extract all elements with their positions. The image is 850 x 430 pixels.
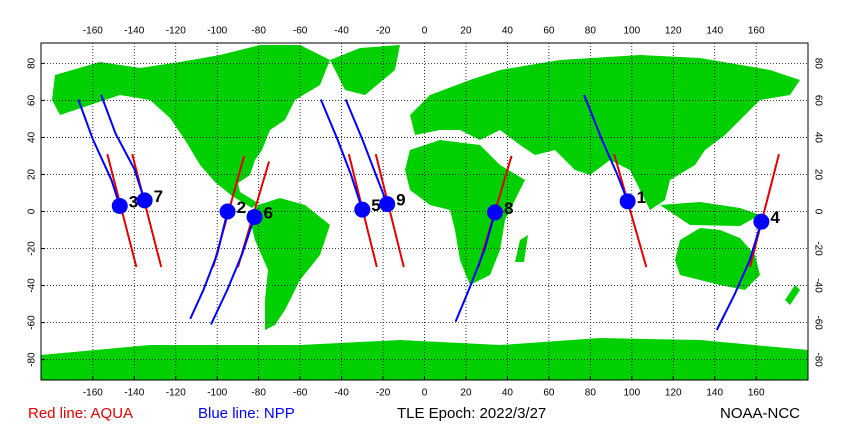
satellite-track [715,221,763,331]
greenland [330,45,400,95]
position-label: 8 [504,199,513,218]
position-label: 3 [129,192,138,211]
x-tick-label: -120 [166,388,186,399]
satellite-position [619,193,636,210]
y-tick-label-right: -40 [812,278,823,293]
x-tick-label: 20 [460,388,472,399]
indonesia [660,202,760,226]
satellite-track [454,212,496,323]
position-label: 2 [237,198,246,217]
y-tick-label: 40 [27,131,38,143]
y-tick-label: -20 [27,241,38,256]
y-tick-label: 80 [27,57,38,69]
position-label: 9 [396,191,405,210]
x-tick-label-top: 100 [623,26,640,37]
x-tick-label-top: 20 [460,26,472,37]
y-tick-label-right: 40 [812,132,823,144]
position-label: 1 [637,188,646,207]
x-tick-label-top: 80 [585,26,597,37]
y-tick-label-right: 0 [812,209,823,215]
x-tick-label: 100 [623,388,640,399]
satellite-position [753,213,770,230]
x-tick-label: -40 [334,388,349,399]
x-tick-label-top: 40 [502,26,514,37]
x-tick-label: 140 [706,388,723,399]
y-tick-label: 0 [27,208,38,214]
y-tick-label: -60 [27,315,38,330]
australia [675,228,760,290]
position-label: 7 [154,187,163,206]
legend-aqua: Red line: AQUA [28,405,133,422]
satellite-track [100,94,146,201]
x-tick-label: -80 [251,388,266,399]
position-label: 5 [371,196,380,215]
satellite-track [210,216,256,325]
x-tick-label: 40 [502,388,514,399]
source: NOAA-NCC [720,405,800,422]
x-tick-label: -20 [376,388,391,399]
north-america [52,45,330,208]
x-tick-label: 120 [665,388,682,399]
satellite-track [131,153,163,268]
epoch: TLE Epoch: 2022/3/27 [397,405,546,422]
eurasia [410,55,800,210]
satellite-position [111,197,128,214]
tracks: 1 2 3 4 5 6 7 8 9 [77,94,780,331]
satellite-position [246,209,263,226]
x-tick-label: -140 [124,388,144,399]
y-tick-label: 60 [27,94,38,106]
satellite-track [748,153,780,268]
y-tick-label: -40 [27,278,38,293]
x-tick-label: 60 [543,388,555,399]
x-tick-label-top: -120 [166,26,186,37]
position-label: 6 [264,204,273,223]
satellite-track [77,99,121,207]
x-tick-label: -60 [293,388,308,399]
satellite-track [583,94,629,202]
x-tick-label: 0 [422,388,428,399]
x-tick-label-top: -140 [124,26,144,37]
x-tick-label: 160 [748,388,765,399]
satellite-position [136,192,153,209]
satellite-track [319,99,364,210]
x-tick-label-top: 60 [543,26,555,37]
satellite-position [486,204,503,221]
x-tick-label-top: -80 [251,26,266,37]
y-tick-label-right: -20 [812,241,823,256]
satellite-track [613,153,648,268]
south-america [250,198,330,330]
x-tick-label-top: 160 [748,26,765,37]
satellite-track [344,99,389,205]
y-tick-label-right: 80 [812,58,823,70]
x-tick-label: -160 [83,388,103,399]
satellite-position [354,201,371,218]
new-zealand [785,285,800,305]
x-tick-label-top: -160 [83,26,103,37]
x-tick-label-top: 0 [422,26,428,37]
y-tick-label-right: -60 [812,315,823,330]
legend-npp: Blue line: NPP [198,405,295,422]
x-tick-label-top: -60 [293,26,308,37]
x-tick-label-top: 140 [706,26,723,37]
x-tick-label-top: -40 [334,26,349,37]
y-tick-label-right: 20 [812,169,823,181]
x-tick-label-top: -100 [207,26,227,37]
plot-frame [40,42,809,381]
y-tick-label: -80 [27,352,38,367]
x-tick-label-top: 120 [665,26,682,37]
position-label: 4 [770,208,780,227]
satellite-position [219,203,236,220]
y-tick-label-right: 60 [812,95,823,107]
x-tick-label: -100 [207,388,227,399]
x-tick-label-top: -20 [376,26,391,37]
y-tick-label-right: -80 [812,352,823,367]
x-tick-label: 80 [585,388,597,399]
satellite-track [189,211,229,320]
satellite-position [379,196,396,213]
y-tick-label: 20 [27,168,38,180]
